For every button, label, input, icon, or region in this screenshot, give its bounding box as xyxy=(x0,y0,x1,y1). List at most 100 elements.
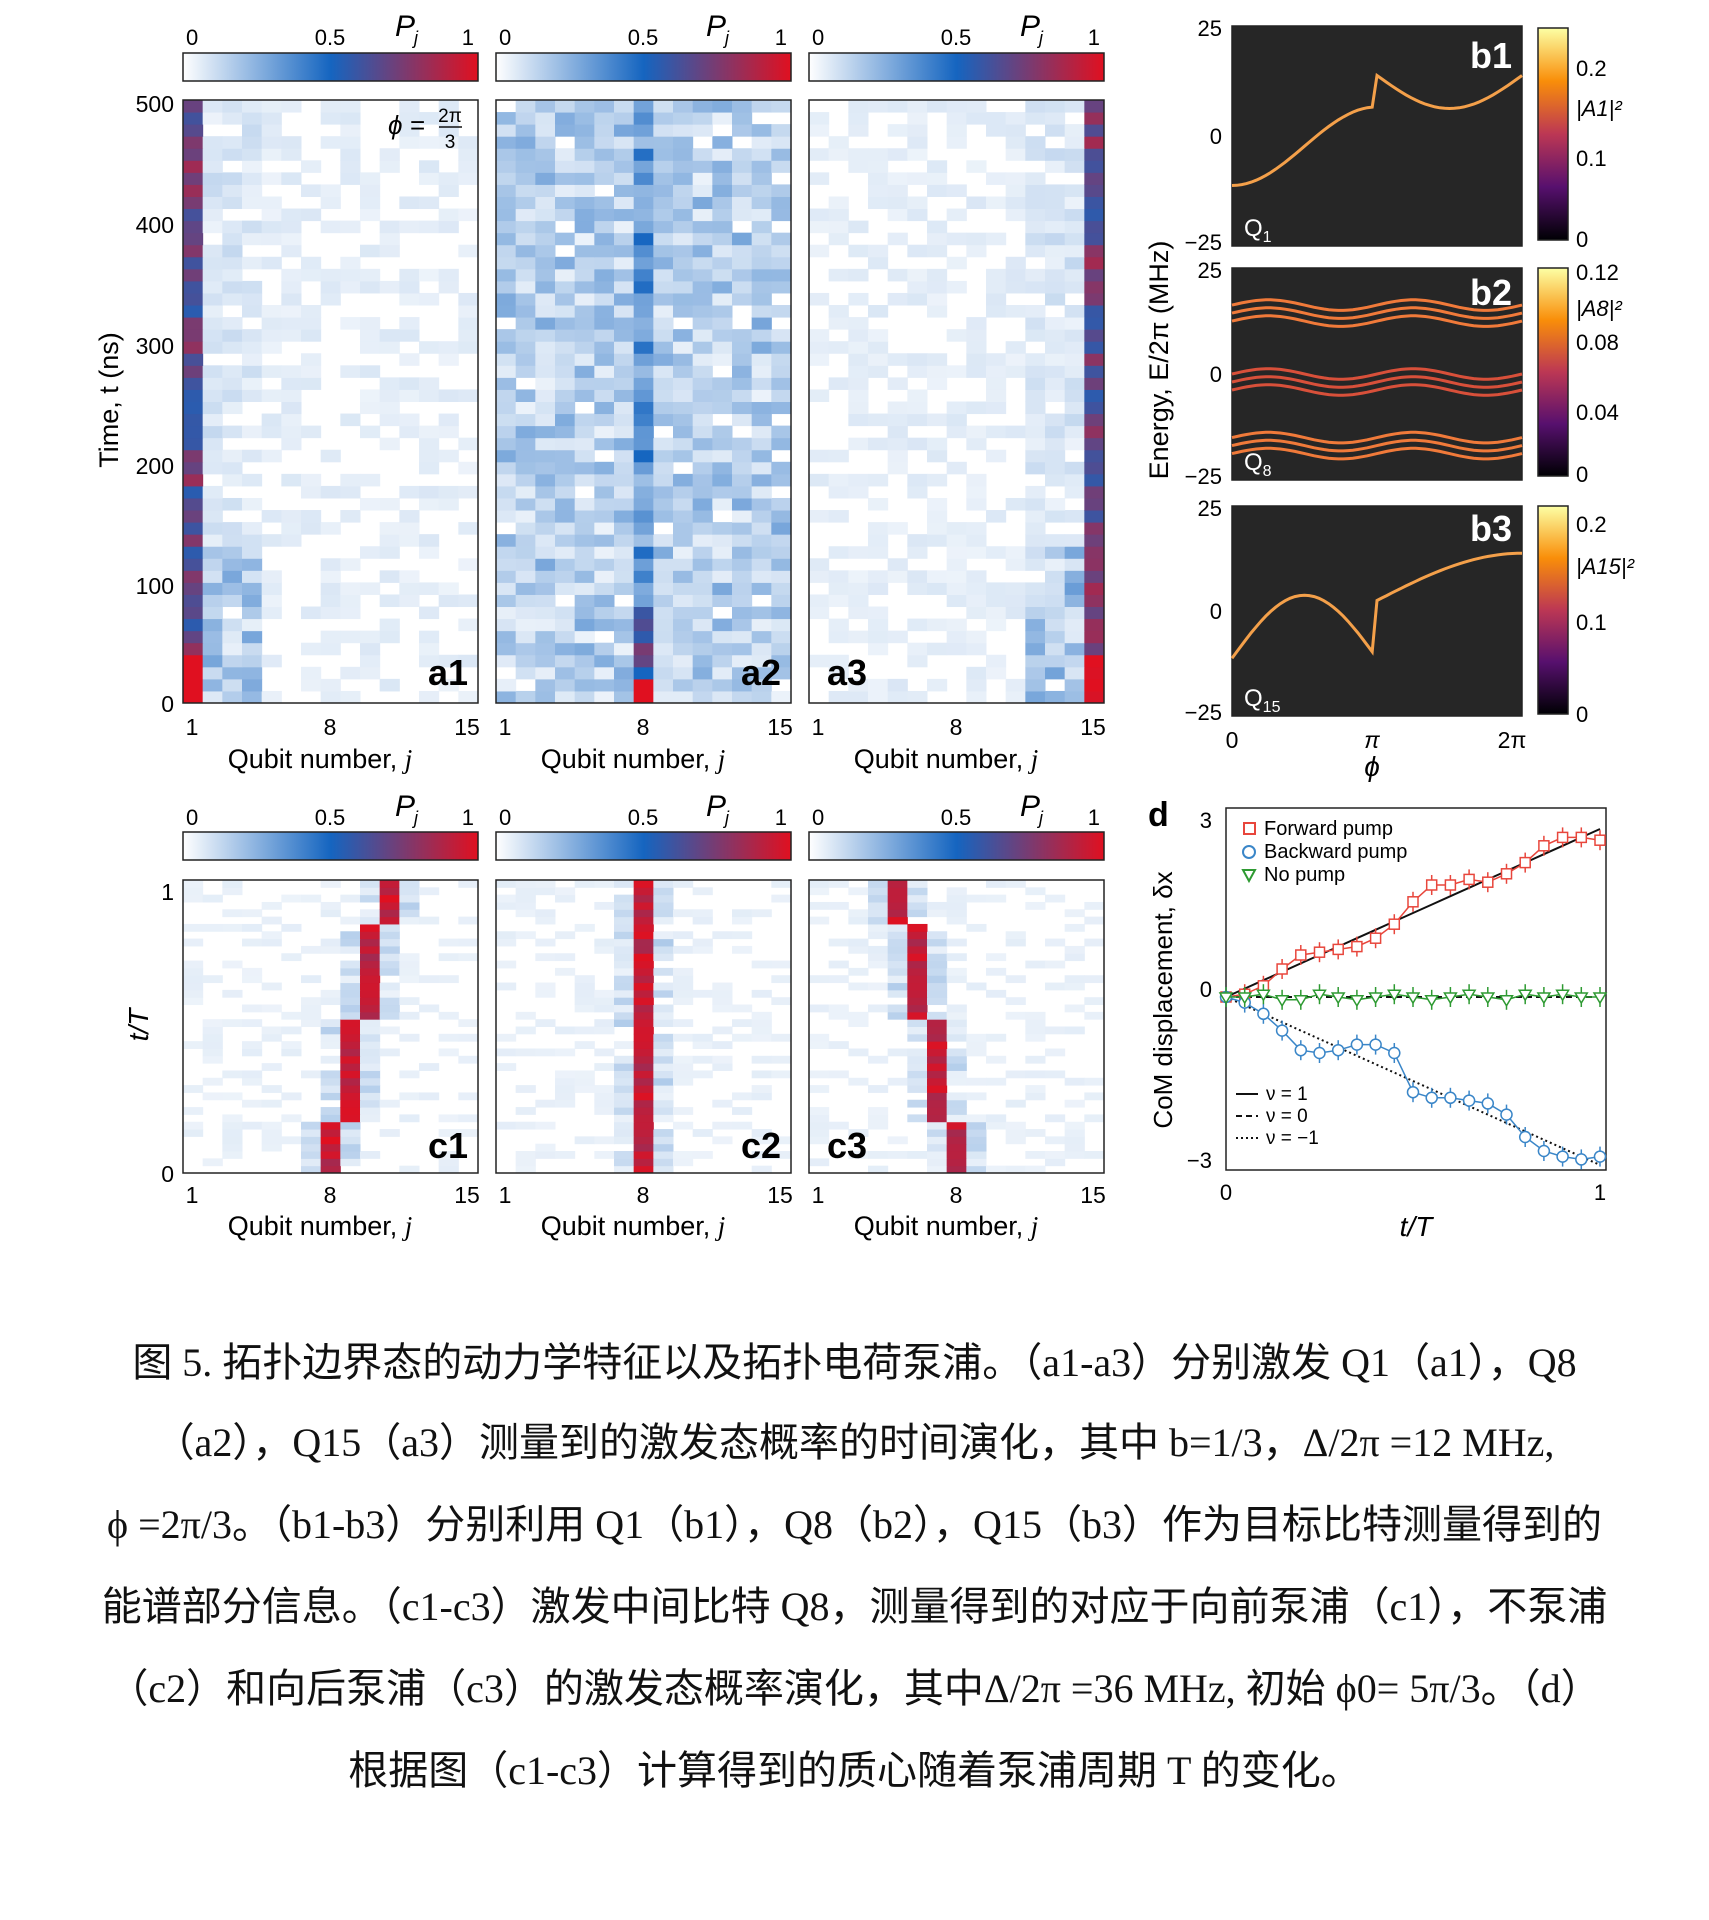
spectrum-band xyxy=(1231,367,1523,381)
heat-cell xyxy=(242,160,263,173)
heat-cell xyxy=(555,546,576,559)
heat-cell xyxy=(496,678,517,692)
heat-cell xyxy=(751,292,772,306)
heat-cell xyxy=(594,880,615,888)
heat-cell xyxy=(828,317,849,330)
heat-cell xyxy=(809,1129,830,1137)
heat-cell xyxy=(868,437,889,451)
heat-cell xyxy=(966,1136,987,1145)
c1-xtick: 15 xyxy=(454,1182,480,1208)
heat-cell xyxy=(535,606,556,620)
heat-cell xyxy=(360,497,381,511)
heat-cell xyxy=(1064,485,1085,499)
heat-cell xyxy=(458,461,479,475)
heat-cell xyxy=(927,1085,948,1093)
heat-cell xyxy=(673,497,694,511)
heat-cell xyxy=(809,901,830,910)
heat-cell xyxy=(828,220,849,234)
heat-cell xyxy=(907,1011,928,1020)
heat-cell xyxy=(594,268,615,282)
d-ylabel: CoM displacement, δx xyxy=(1148,871,1178,1128)
heat-cell xyxy=(340,112,361,125)
heat-cell xyxy=(515,894,536,903)
heat-cell xyxy=(633,220,654,234)
heat-cell xyxy=(809,880,830,888)
heat-cell xyxy=(379,997,400,1006)
heat-cell xyxy=(574,594,595,608)
heat-cell xyxy=(555,196,576,210)
heat-cell xyxy=(633,916,654,925)
heat-cell xyxy=(594,341,615,354)
heat-cell xyxy=(183,437,204,451)
heat-cell xyxy=(340,1048,361,1057)
heat-cell xyxy=(653,1063,674,1071)
heat-cell xyxy=(966,1041,987,1049)
heat-cell xyxy=(771,570,792,583)
heat-cell xyxy=(574,558,595,571)
heat-cell xyxy=(1084,678,1105,692)
heat-cell xyxy=(555,160,576,173)
heat-cell xyxy=(1084,1151,1105,1159)
heat-cell xyxy=(1064,642,1085,656)
heat-cell xyxy=(202,425,223,439)
heat-cell xyxy=(183,606,204,620)
heat-cell xyxy=(535,989,556,998)
heat-cell xyxy=(868,1004,889,1013)
heat-cell xyxy=(360,938,381,947)
heat-cell xyxy=(1045,124,1066,137)
heat-cell xyxy=(614,916,635,925)
heat-cell xyxy=(458,1092,479,1101)
heat-cell xyxy=(751,618,772,632)
heat-cell xyxy=(633,136,654,149)
heat-cell xyxy=(183,413,204,427)
heat-cell xyxy=(360,666,381,680)
heat-cell xyxy=(771,894,792,903)
heat-cell xyxy=(261,172,282,185)
heat-cell xyxy=(692,630,713,644)
heat-cell xyxy=(574,1004,595,1013)
heat-cell xyxy=(360,953,381,962)
heat-cell xyxy=(927,280,948,294)
heat-cell xyxy=(966,341,987,354)
heat-cell xyxy=(887,1011,908,1020)
heat-cell xyxy=(809,594,830,608)
heat-cell xyxy=(848,160,869,173)
panel-label-a1: a1 xyxy=(428,652,468,693)
heat-cell xyxy=(594,1092,615,1101)
heat-cell xyxy=(887,880,908,888)
heat-cell xyxy=(848,112,869,125)
heat-cell xyxy=(751,208,772,222)
heat-cell xyxy=(927,1107,948,1115)
heat-cell xyxy=(496,642,517,656)
heat-cell xyxy=(712,136,733,149)
heat-cell xyxy=(907,292,928,306)
caption-line-3: ϕ =2π/3。（b1-b3）分别利用 Q1（b1），Q8（b2），Q15（b3… xyxy=(107,1502,1602,1547)
heat-cell xyxy=(633,982,654,991)
heat-cell xyxy=(379,280,400,294)
heat-cell xyxy=(751,305,772,318)
heat-cell xyxy=(633,1085,654,1093)
heat-cell xyxy=(261,305,282,318)
heat-cell xyxy=(653,1055,674,1064)
heat-cell xyxy=(458,690,479,704)
heat-cell xyxy=(1084,690,1105,704)
heat-cell xyxy=(868,148,889,161)
heat-cell xyxy=(183,997,204,1006)
heat-cell xyxy=(848,1151,869,1159)
heat-cell xyxy=(633,887,654,896)
heat-cell xyxy=(574,136,595,149)
heat-cell xyxy=(828,630,849,644)
heat-cell xyxy=(848,485,869,499)
data-point xyxy=(1538,840,1550,852)
heat-cell xyxy=(927,353,948,366)
heat-cell xyxy=(1045,558,1066,571)
heat-cell xyxy=(828,268,849,282)
heat-cell xyxy=(399,916,420,925)
heat-cell xyxy=(946,630,967,644)
heat-cell xyxy=(614,558,635,571)
heat-cell xyxy=(555,618,576,632)
heat-cell xyxy=(183,485,204,499)
data-point xyxy=(1406,1085,1420,1099)
heat-cell xyxy=(496,280,517,294)
heat-cell xyxy=(1045,630,1066,644)
